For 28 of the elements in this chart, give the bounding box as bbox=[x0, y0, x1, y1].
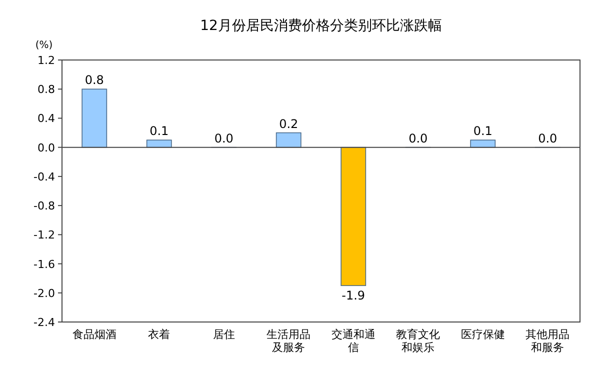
data-label: 0.0 bbox=[538, 131, 558, 146]
y-axis-title: (%) bbox=[35, 40, 53, 51]
data-label: 0.0 bbox=[408, 131, 428, 146]
data-label: 0.8 bbox=[84, 73, 104, 88]
y-tick-label: -0.4 bbox=[34, 170, 55, 184]
y-tick-label: -2.4 bbox=[34, 316, 55, 329]
data-label: 0.2 bbox=[279, 116, 298, 131]
x-tick-label: 居住 bbox=[212, 328, 235, 341]
y-tick-label: 0.0 bbox=[38, 141, 55, 154]
y-tick-label: 1.2 bbox=[38, 54, 55, 67]
data-label: 0.1 bbox=[150, 124, 169, 138]
y-tick-label: -0.8 bbox=[34, 200, 55, 213]
x-tick-label: 教育文化和娱乐 bbox=[396, 328, 440, 354]
x-tick-label: 医疗保健 bbox=[460, 328, 505, 341]
x-tick-label: 衣着 bbox=[148, 328, 170, 341]
x-tick-label: 生活用品及服务 bbox=[266, 328, 311, 354]
y-tick-label: -1.6 bbox=[34, 258, 55, 271]
x-tick-label: 食品烟酒 bbox=[72, 328, 116, 341]
y-tick-label: 0.4 bbox=[38, 112, 55, 126]
data-label: 0.0 bbox=[214, 131, 234, 146]
y-tick-label: 0.8 bbox=[38, 83, 55, 96]
data-label: 0.1 bbox=[473, 124, 492, 138]
data-label: -1.9 bbox=[342, 288, 366, 303]
x-tick-label: 其他用品和服务 bbox=[526, 328, 570, 354]
chart-title: 12月份居民消费价格分类别环比涨跌幅 bbox=[200, 18, 442, 34]
y-tick-label: -2.0 bbox=[34, 286, 55, 300]
y-tick-label: -1.2 bbox=[34, 228, 55, 242]
x-tick-label: 交通和通信 bbox=[331, 328, 376, 354]
